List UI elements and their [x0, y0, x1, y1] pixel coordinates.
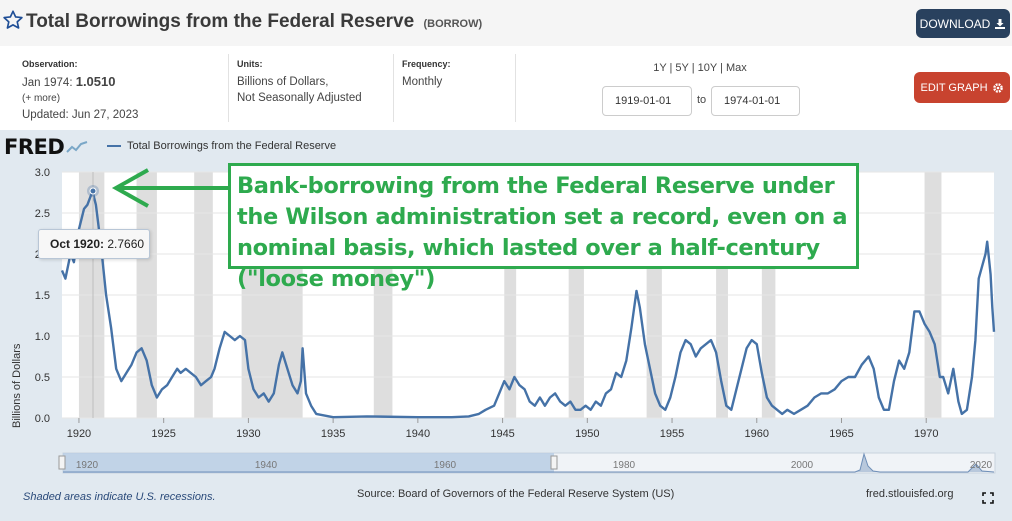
navigator-label: 2020: [970, 460, 993, 471]
tooltip-date: Oct 1920:: [50, 237, 105, 251]
observation-value: 1.0510: [75, 74, 116, 89]
y-axis-ticks: 0.00.51.01.52.02.53.0: [35, 167, 50, 425]
arrow: [111, 168, 228, 208]
divider: [228, 54, 229, 122]
edit-graph-button[interactable]: EDIT GRAPH: [914, 72, 1010, 103]
more-link[interactable]: (+ more): [22, 93, 61, 104]
navigator-handle-left[interactable]: [58, 455, 66, 470]
updated-date: Updated: Jun 27, 2023: [22, 109, 139, 121]
x-tick-label: 1930: [236, 428, 260, 440]
site-link[interactable]: fred.stlouisfed.org: [866, 488, 954, 500]
observation-label: Observation:: [22, 59, 78, 69]
hover-marker: [87, 172, 99, 418]
x-tick-label: 1970: [914, 428, 938, 440]
navigator-window[interactable]: [63, 453, 554, 473]
gear-icon: [992, 82, 1003, 93]
x-tick-label: 1960: [745, 428, 769, 440]
x-tick-label: 1920: [67, 428, 91, 440]
source-note: Source: Board of Governors of the Federa…: [357, 488, 675, 500]
navigator-label: 2000: [791, 460, 814, 471]
start-date-input[interactable]: 1919-01-01: [602, 86, 692, 116]
chart-legend: Total Borrowings from the Federal Reserv…: [107, 140, 336, 152]
observation-block: Observation: Jan 1974: 1.0510 (+ more) U…: [22, 56, 138, 123]
range-selector[interactable]: 1Y | 5Y | 10Y | Max: [653, 62, 747, 74]
x-tick-label: 1925: [151, 428, 175, 440]
y-tick-label: 0.5: [35, 372, 50, 384]
x-tick-label: 1945: [490, 428, 514, 440]
tooltip-value: 2.7660: [107, 237, 145, 251]
title-bar: Total Borrowings from the Federal Reserv…: [0, 0, 1012, 46]
navigator-mini-series: [63, 452, 995, 473]
to-label: to: [697, 94, 707, 106]
legend-label: Total Borrowings from the Federal Reserv…: [127, 140, 337, 152]
series: [60, 190, 996, 419]
legend-swatch: [107, 145, 121, 147]
recession-note: Shaded areas indicate U.S. recessions.: [23, 491, 216, 503]
divider: [393, 54, 394, 122]
series-info: Observation: Jan 1974: 1.0510 (+ more) U…: [0, 46, 1012, 130]
download-button[interactable]: DOWNLOAD: [916, 9, 1010, 38]
y-tick-label: 1.5: [35, 290, 50, 302]
y-tick-label: 0.0: [35, 413, 50, 425]
edit-graph-label: EDIT GRAPH: [920, 81, 988, 94]
units-line1: Billions of Dollars,: [237, 76, 329, 88]
navigator-label: 1980: [613, 460, 636, 471]
fred-logo-text: FRED: [4, 135, 65, 159]
page-title: Total Borrowings from the Federal Reserv…: [26, 11, 482, 33]
data-tooltip: Oct 1920: 2.7660: [38, 229, 150, 259]
download-label: DOWNLOAD: [919, 16, 991, 31]
end-date-input[interactable]: 1974-01-01: [711, 86, 800, 116]
y-tick-label: 2.5: [35, 208, 50, 220]
units-block: Units: Billions of Dollars, Not Seasonal…: [237, 56, 362, 106]
star-icon[interactable]: [2, 9, 24, 31]
x-tick-label: 1935: [321, 428, 345, 440]
y-tick-label: 1.0: [35, 331, 50, 343]
x-tick-label: 1950: [575, 428, 599, 440]
series-line: [60, 190, 996, 419]
chart-panel: 0.00.51.01.52.02.53.0 192019251930193519…: [0, 130, 1012, 521]
x-tick-label: 1940: [406, 428, 430, 440]
observation-date: Jan 1974:: [22, 77, 73, 89]
fred-logo: FRED: [4, 135, 88, 159]
download-icon: [995, 18, 1006, 29]
navigator-labels: 1920 1940 1960 1980 2000 2020: [76, 460, 993, 471]
fred-logo-chart-icon: [66, 141, 88, 153]
navigator-label: 1920: [76, 460, 99, 471]
divider: [515, 54, 516, 122]
x-tick-label: 1955: [660, 428, 684, 440]
y-axis-label: Billions of Dollars: [11, 343, 23, 428]
series-title: Total Borrowings from the Federal Reserv…: [26, 11, 415, 32]
navigator-label: 1940: [255, 460, 278, 471]
range-navigator[interactable]: 1920 1940 1960 1980 2000 2020: [58, 452, 996, 474]
frequency-label: Frequency:: [402, 59, 451, 69]
frequency-block: Frequency: Monthly: [402, 56, 451, 90]
units-label: Units:: [237, 59, 263, 69]
navigator-label: 1960: [434, 460, 457, 471]
frequency-value: Monthly: [402, 76, 443, 88]
fullscreen-icon[interactable]: [982, 492, 994, 504]
x-tick-label: 1965: [829, 428, 853, 440]
annotation-callout: Bank-borrowing from the Federal Reserve …: [228, 163, 859, 292]
x-axis-ticks: 1920 1925 1930 1935 1940 1945 1950 1955 1960 1965…: [67, 418, 938, 440]
series-code: (BORROW): [423, 18, 483, 30]
y-tick-label: 3.0: [35, 167, 50, 179]
units-line2: Not Seasonally Adjusted: [237, 92, 362, 104]
navigator-handle-right[interactable]: [550, 455, 558, 470]
